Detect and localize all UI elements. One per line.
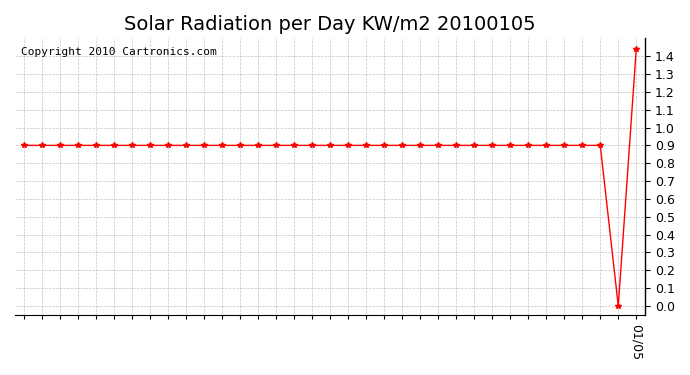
Title: Solar Radiation per Day KW/m2 20100105: Solar Radiation per Day KW/m2 20100105: [124, 15, 536, 34]
Text: Copyright 2010 Cartronics.com: Copyright 2010 Cartronics.com: [21, 46, 217, 57]
